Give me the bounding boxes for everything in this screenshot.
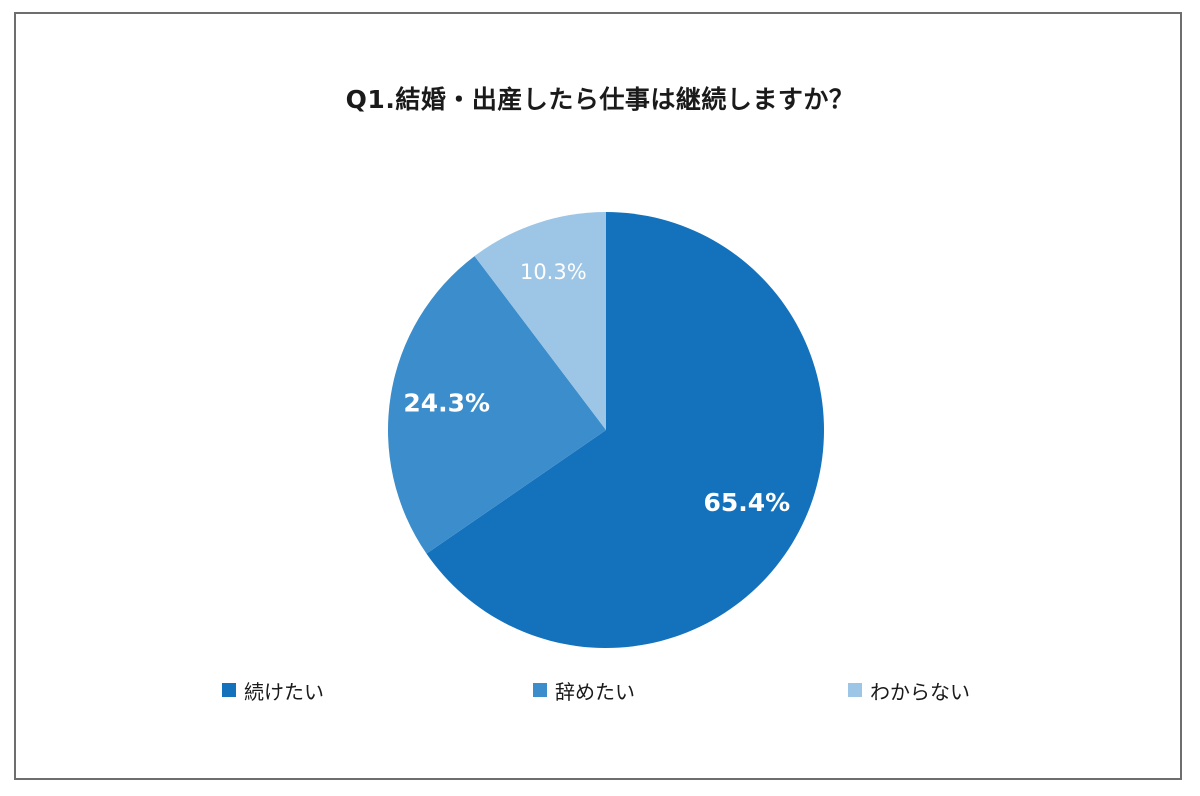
slice-label-continue: 65.4% xyxy=(704,488,791,517)
slice-label-unsure: 10.3% xyxy=(520,260,587,284)
slice-label-quit: 24.3% xyxy=(403,388,490,417)
pie-slice-quit xyxy=(388,256,606,554)
legend-label-continue: 続けたい xyxy=(244,679,324,704)
legend-item-quit: 辞めたい xyxy=(533,676,635,704)
legend-swatch-continue xyxy=(222,683,236,697)
legend-item-unsure: わからない xyxy=(848,676,970,704)
pie-slice-unsure xyxy=(474,212,606,430)
legend-swatch-unsure xyxy=(848,683,862,697)
legend-item-continue: 続けたい xyxy=(222,676,324,704)
legend-label-quit: 辞めたい xyxy=(555,679,635,704)
legend-label-unsure: わからない xyxy=(870,679,970,704)
legend-swatch-quit xyxy=(533,683,547,697)
pie-slice-continue xyxy=(426,212,824,648)
chart-title: Q1.結婚・出産したら仕事は継続しますか？ xyxy=(345,85,855,114)
